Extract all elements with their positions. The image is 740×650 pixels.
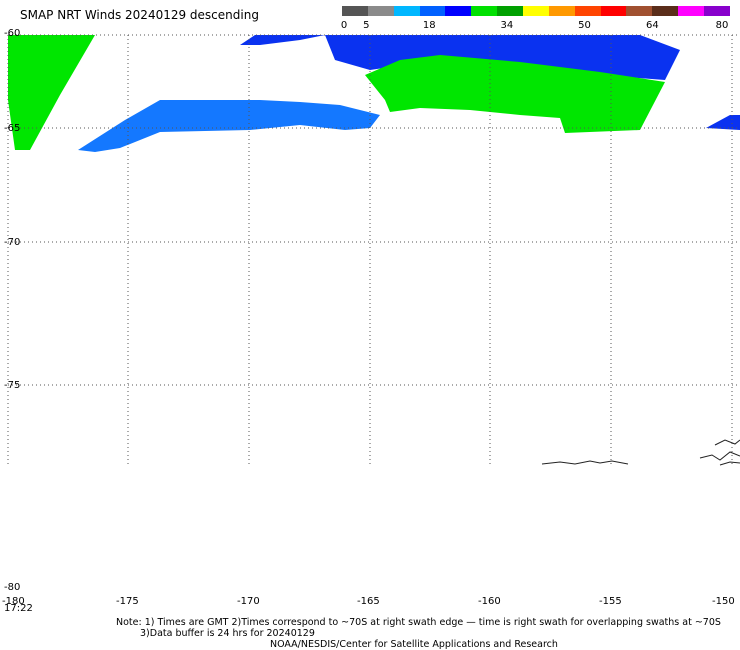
colorbar-segment bbox=[367, 6, 394, 16]
swath-central-green bbox=[365, 55, 665, 133]
lat-label-60: -60 bbox=[4, 28, 20, 39]
lon-label-170: -170 bbox=[237, 596, 260, 607]
lon-label-160: -160 bbox=[478, 596, 501, 607]
lat-label-75: -75 bbox=[4, 380, 20, 391]
colorbar-segment bbox=[548, 6, 575, 16]
colorbar-label: 80 bbox=[715, 20, 729, 31]
colorbar-segment bbox=[419, 6, 446, 16]
swath-middle-blue bbox=[78, 100, 380, 152]
colorbar-segment bbox=[471, 6, 498, 16]
colorbar-segment bbox=[652, 6, 679, 16]
colorbar-segment bbox=[704, 6, 730, 16]
map-title: SMAP NRT Winds 20240129 descending bbox=[20, 8, 259, 22]
colorbar-label: 50 bbox=[578, 20, 591, 31]
colorbar-segment bbox=[342, 6, 368, 16]
colorbar-segment bbox=[445, 6, 472, 16]
lon-label-180: -180 bbox=[2, 596, 25, 607]
lon-label-165: -165 bbox=[357, 596, 380, 607]
latitude-labels: -60 -65 -70 -75 -80 bbox=[4, 28, 20, 593]
lat-label-80: -80 bbox=[4, 582, 20, 593]
lon-label-175: -175 bbox=[116, 596, 139, 607]
note-line-1: Note: 1) Times are GMT 2)Times correspon… bbox=[116, 617, 721, 628]
lat-label-70: -70 bbox=[4, 237, 20, 248]
colorbar-segment bbox=[523, 6, 549, 16]
colorbar-label: 5 bbox=[363, 20, 370, 31]
colorbar-segment bbox=[678, 6, 705, 16]
swath-right-blue bbox=[706, 115, 740, 130]
credit-line: NOAA/NESDIS/Center for Satellite Applica… bbox=[270, 639, 558, 650]
coastline bbox=[541, 439, 740, 466]
wind-swaths bbox=[8, 35, 740, 152]
colorbar-label: 64 bbox=[646, 20, 659, 31]
lon-label-155: -155 bbox=[599, 596, 622, 607]
colorbar-label: 34 bbox=[500, 20, 514, 31]
colorbar-segment bbox=[626, 6, 653, 16]
colorbar-label: 0 bbox=[340, 20, 348, 31]
note-line-2: 3)Data buffer is 24 hrs for 20240129 bbox=[140, 628, 315, 639]
time-label: 17:22 bbox=[4, 603, 33, 614]
colorbar-segment bbox=[600, 6, 627, 16]
colorbar-segment bbox=[393, 6, 420, 16]
colorbar-segment bbox=[497, 6, 524, 16]
longitude-labels: -180 -175 -170 -165 -160 -155 -150 bbox=[2, 596, 735, 607]
swath-left-green bbox=[8, 35, 95, 150]
wind-speed-colorbar bbox=[342, 6, 730, 16]
colorbar-segment bbox=[574, 6, 601, 16]
lon-label-150: -150 bbox=[712, 596, 735, 607]
colorbar-label: 18 bbox=[422, 20, 436, 31]
lat-label-65: -65 bbox=[4, 123, 20, 134]
